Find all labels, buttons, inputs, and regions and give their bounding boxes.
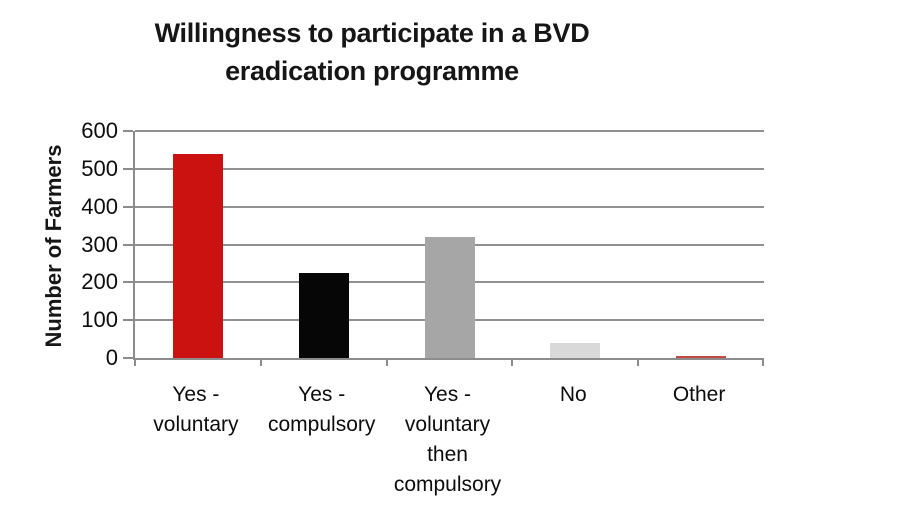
- y-tick-mark-500: [123, 167, 133, 170]
- plot-area: [123, 130, 764, 366]
- gridline-400: [135, 205, 764, 208]
- bar-yes-voluntary-then-compulsory: [424, 236, 475, 358]
- y-tick-label-300: 300: [81, 231, 118, 257]
- x-tick-mark-3: [511, 358, 514, 366]
- category-label-yes-voluntary: Yes - voluntary: [153, 383, 239, 436]
- bar-other: [676, 356, 727, 358]
- category-label-yes-voluntary-then-compulsory: Yes - voluntary then compulsory: [393, 383, 502, 496]
- y-tick-mark-100: [123, 319, 133, 322]
- y-tick-label-600: 600: [81, 118, 118, 143]
- y-tick-mark-0: [123, 357, 133, 359]
- chart-title-line-1: Willingness to participate in a BVD: [154, 18, 590, 48]
- x-tick-mark-1: [259, 358, 262, 366]
- y-tick-label-400: 400: [81, 193, 118, 219]
- y-tick-label-100: 100: [81, 307, 118, 333]
- gridline-500: [135, 167, 764, 170]
- y-tick-label-500: 500: [81, 155, 118, 181]
- y-tick-mark-400: [123, 205, 133, 208]
- chart-title: Willingness to participate in a BVD erad…: [42, 14, 702, 90]
- x-tick-mark-4: [637, 358, 640, 366]
- y-tick-mark-200: [123, 281, 133, 284]
- category-label-yes-compulsory: Yes - compulsory: [268, 383, 376, 436]
- y-tick-label-200: 200: [81, 269, 118, 295]
- x-tick-mark-0: [134, 358, 136, 366]
- y-tick-mark-300: [123, 243, 133, 246]
- chart-title-line-2: eradication programme: [225, 56, 519, 86]
- bar-no: [550, 342, 601, 358]
- x-tick-mark-5: [762, 358, 764, 366]
- y-tick-label-0: 0: [105, 345, 118, 370]
- bar-yes-voluntary: [172, 153, 223, 358]
- x-tick-mark-2: [385, 358, 388, 366]
- category-label-other: Other: [672, 383, 726, 406]
- y-tick-mark-600: [123, 130, 133, 132]
- bar-yes-compulsory: [298, 272, 349, 358]
- category-label-no: No: [559, 383, 587, 406]
- gridline-600: [135, 130, 764, 132]
